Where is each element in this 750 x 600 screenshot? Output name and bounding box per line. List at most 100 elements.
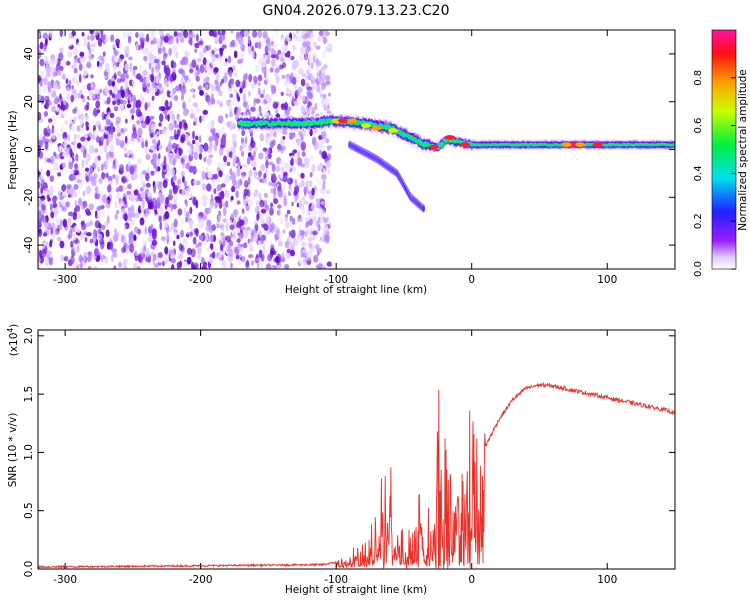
noise-blob — [75, 134, 81, 140]
noise-blob — [206, 246, 210, 252]
noise-blob — [101, 163, 104, 171]
noise-blob — [43, 111, 49, 117]
noise-blob — [196, 58, 202, 63]
noise-blob — [52, 195, 57, 204]
noise-blob — [48, 192, 54, 196]
noise-blob — [92, 228, 97, 239]
noise-blob — [69, 148, 73, 158]
noise-blob — [38, 86, 42, 95]
noise-blob — [250, 106, 256, 112]
noise-blob — [55, 57, 58, 66]
noise-blob — [241, 208, 245, 214]
noise-blob — [190, 108, 195, 114]
noise-blob — [56, 237, 62, 242]
noise-blob — [66, 86, 70, 94]
signal-mark — [246, 120, 250, 123]
noise-blob — [220, 232, 226, 242]
noise-blob — [292, 149, 298, 154]
noise-blob — [248, 254, 254, 259]
noise-blob — [182, 109, 189, 117]
noise-blob — [230, 30, 234, 34]
noise-blob — [260, 163, 266, 172]
noise-blob — [203, 83, 207, 88]
noise-blob — [67, 42, 73, 47]
noise-blob — [58, 133, 63, 138]
noise-blob — [240, 58, 244, 64]
noise-blob — [314, 102, 318, 111]
signal-mark — [444, 141, 448, 144]
noise-blob — [182, 101, 186, 110]
noise-blob — [257, 30, 262, 39]
noise-blob — [311, 85, 315, 91]
noise-blob — [265, 159, 269, 169]
noise-blob — [67, 51, 72, 58]
noise-blob — [225, 99, 230, 105]
noise-blob — [77, 142, 82, 149]
noise-blob — [139, 217, 145, 226]
noise-blob — [233, 50, 238, 59]
noise-blob — [235, 254, 240, 260]
signal-mark — [373, 123, 377, 125]
noise-blob — [49, 203, 53, 212]
noise-blob — [206, 59, 211, 66]
noise-blob — [164, 221, 168, 229]
noise-blob — [247, 230, 252, 235]
noise-blob — [323, 230, 327, 235]
noise-blob — [116, 98, 121, 106]
noise-blob — [176, 234, 180, 240]
noise-blob — [128, 237, 134, 246]
noise-blob — [321, 50, 326, 59]
noise-blob — [221, 260, 227, 268]
snr-x-tick-label: 100 — [597, 574, 617, 586]
noise-blob — [104, 130, 109, 135]
noise-blob — [115, 187, 120, 193]
noise-blob — [121, 208, 127, 215]
noise-blob — [100, 128, 104, 133]
noise-blob — [217, 161, 221, 168]
noise-blob — [235, 227, 241, 234]
noise-blob — [155, 75, 159, 85]
spectrogram-plot-area — [38, 30, 675, 269]
noise-blob — [277, 149, 281, 154]
noise-blob — [258, 152, 264, 160]
signal-hotspot — [347, 118, 358, 124]
noise-blob — [163, 256, 168, 261]
signal-mark — [440, 141, 444, 144]
noise-blob — [307, 237, 313, 242]
noise-blob — [118, 164, 125, 172]
noise-blob — [217, 215, 221, 222]
noise-blob — [259, 199, 265, 208]
noise-blob — [173, 218, 178, 228]
noise-blob — [94, 156, 99, 166]
noise-blob — [243, 188, 249, 197]
noise-blob — [195, 199, 199, 209]
noise-blob — [45, 73, 51, 78]
noise-blob — [188, 31, 194, 40]
noise-blob — [169, 235, 173, 241]
noise-blob — [125, 244, 130, 249]
noise-blob — [326, 261, 332, 267]
noise-blob — [313, 185, 317, 191]
noise-blob — [113, 106, 119, 112]
noise-blob — [328, 92, 331, 97]
noise-blob — [211, 49, 215, 55]
noise-blob — [89, 94, 92, 100]
noise-blob — [178, 121, 183, 130]
noise-blob — [205, 166, 209, 173]
noise-blob — [235, 79, 241, 88]
noise-blob — [38, 257, 41, 263]
noise-blob — [266, 213, 270, 221]
noise-blob — [152, 255, 156, 265]
noise-blob — [225, 144, 232, 152]
noise-blob — [65, 78, 69, 85]
noise-blob — [291, 157, 294, 167]
noise-blob — [239, 226, 245, 231]
noise-blob — [293, 190, 298, 196]
noise-blob — [265, 168, 269, 178]
noise-blob — [115, 116, 121, 125]
noise-blob — [249, 244, 254, 252]
noise-blob — [98, 150, 103, 155]
spectrogram-y-tick-label: 20 — [23, 95, 35, 108]
noise-blob — [212, 223, 216, 230]
